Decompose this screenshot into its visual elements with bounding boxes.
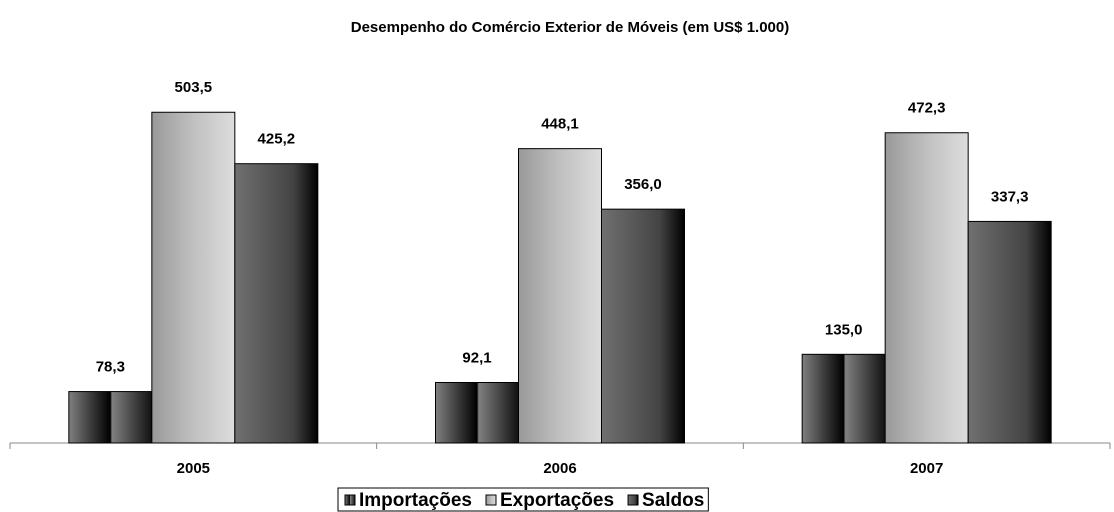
legend-box: [337, 487, 709, 512]
bar: [234, 163, 319, 444]
bar: [967, 220, 1052, 444]
value-label: 78,3: [96, 359, 125, 376]
bar: [601, 208, 685, 444]
legend-swatch: [627, 494, 639, 506]
bar: [518, 148, 602, 444]
legend-label: Importações: [359, 490, 472, 511]
chart-title: Desempenho do Comércio Exterior de Móvei…: [351, 19, 789, 36]
x-tick-label: 2006: [543, 460, 576, 477]
x-tick-label: 2005: [177, 460, 210, 477]
bar: [884, 132, 969, 444]
x-tick-label: 2007: [910, 460, 943, 477]
legend-label: Saldos: [642, 490, 704, 511]
legend-label: Exportações: [500, 490, 614, 511]
value-label: 425,2: [258, 131, 296, 148]
value-label: 503,5: [175, 79, 213, 96]
bar: [151, 111, 236, 444]
value-label: 337,3: [991, 188, 1029, 205]
value-label: 356,0: [624, 176, 662, 193]
value-label: 135,0: [825, 321, 863, 338]
value-label: 472,3: [908, 100, 946, 117]
legend-swatch: [485, 494, 497, 506]
value-label: 448,1: [541, 116, 579, 133]
legend: Importações Exportações Saldos: [337, 487, 709, 512]
value-label: 92,1: [462, 349, 491, 366]
bar: [435, 381, 519, 444]
bar: [68, 391, 153, 444]
bar: [801, 353, 886, 444]
legend-swatch: [344, 494, 356, 506]
